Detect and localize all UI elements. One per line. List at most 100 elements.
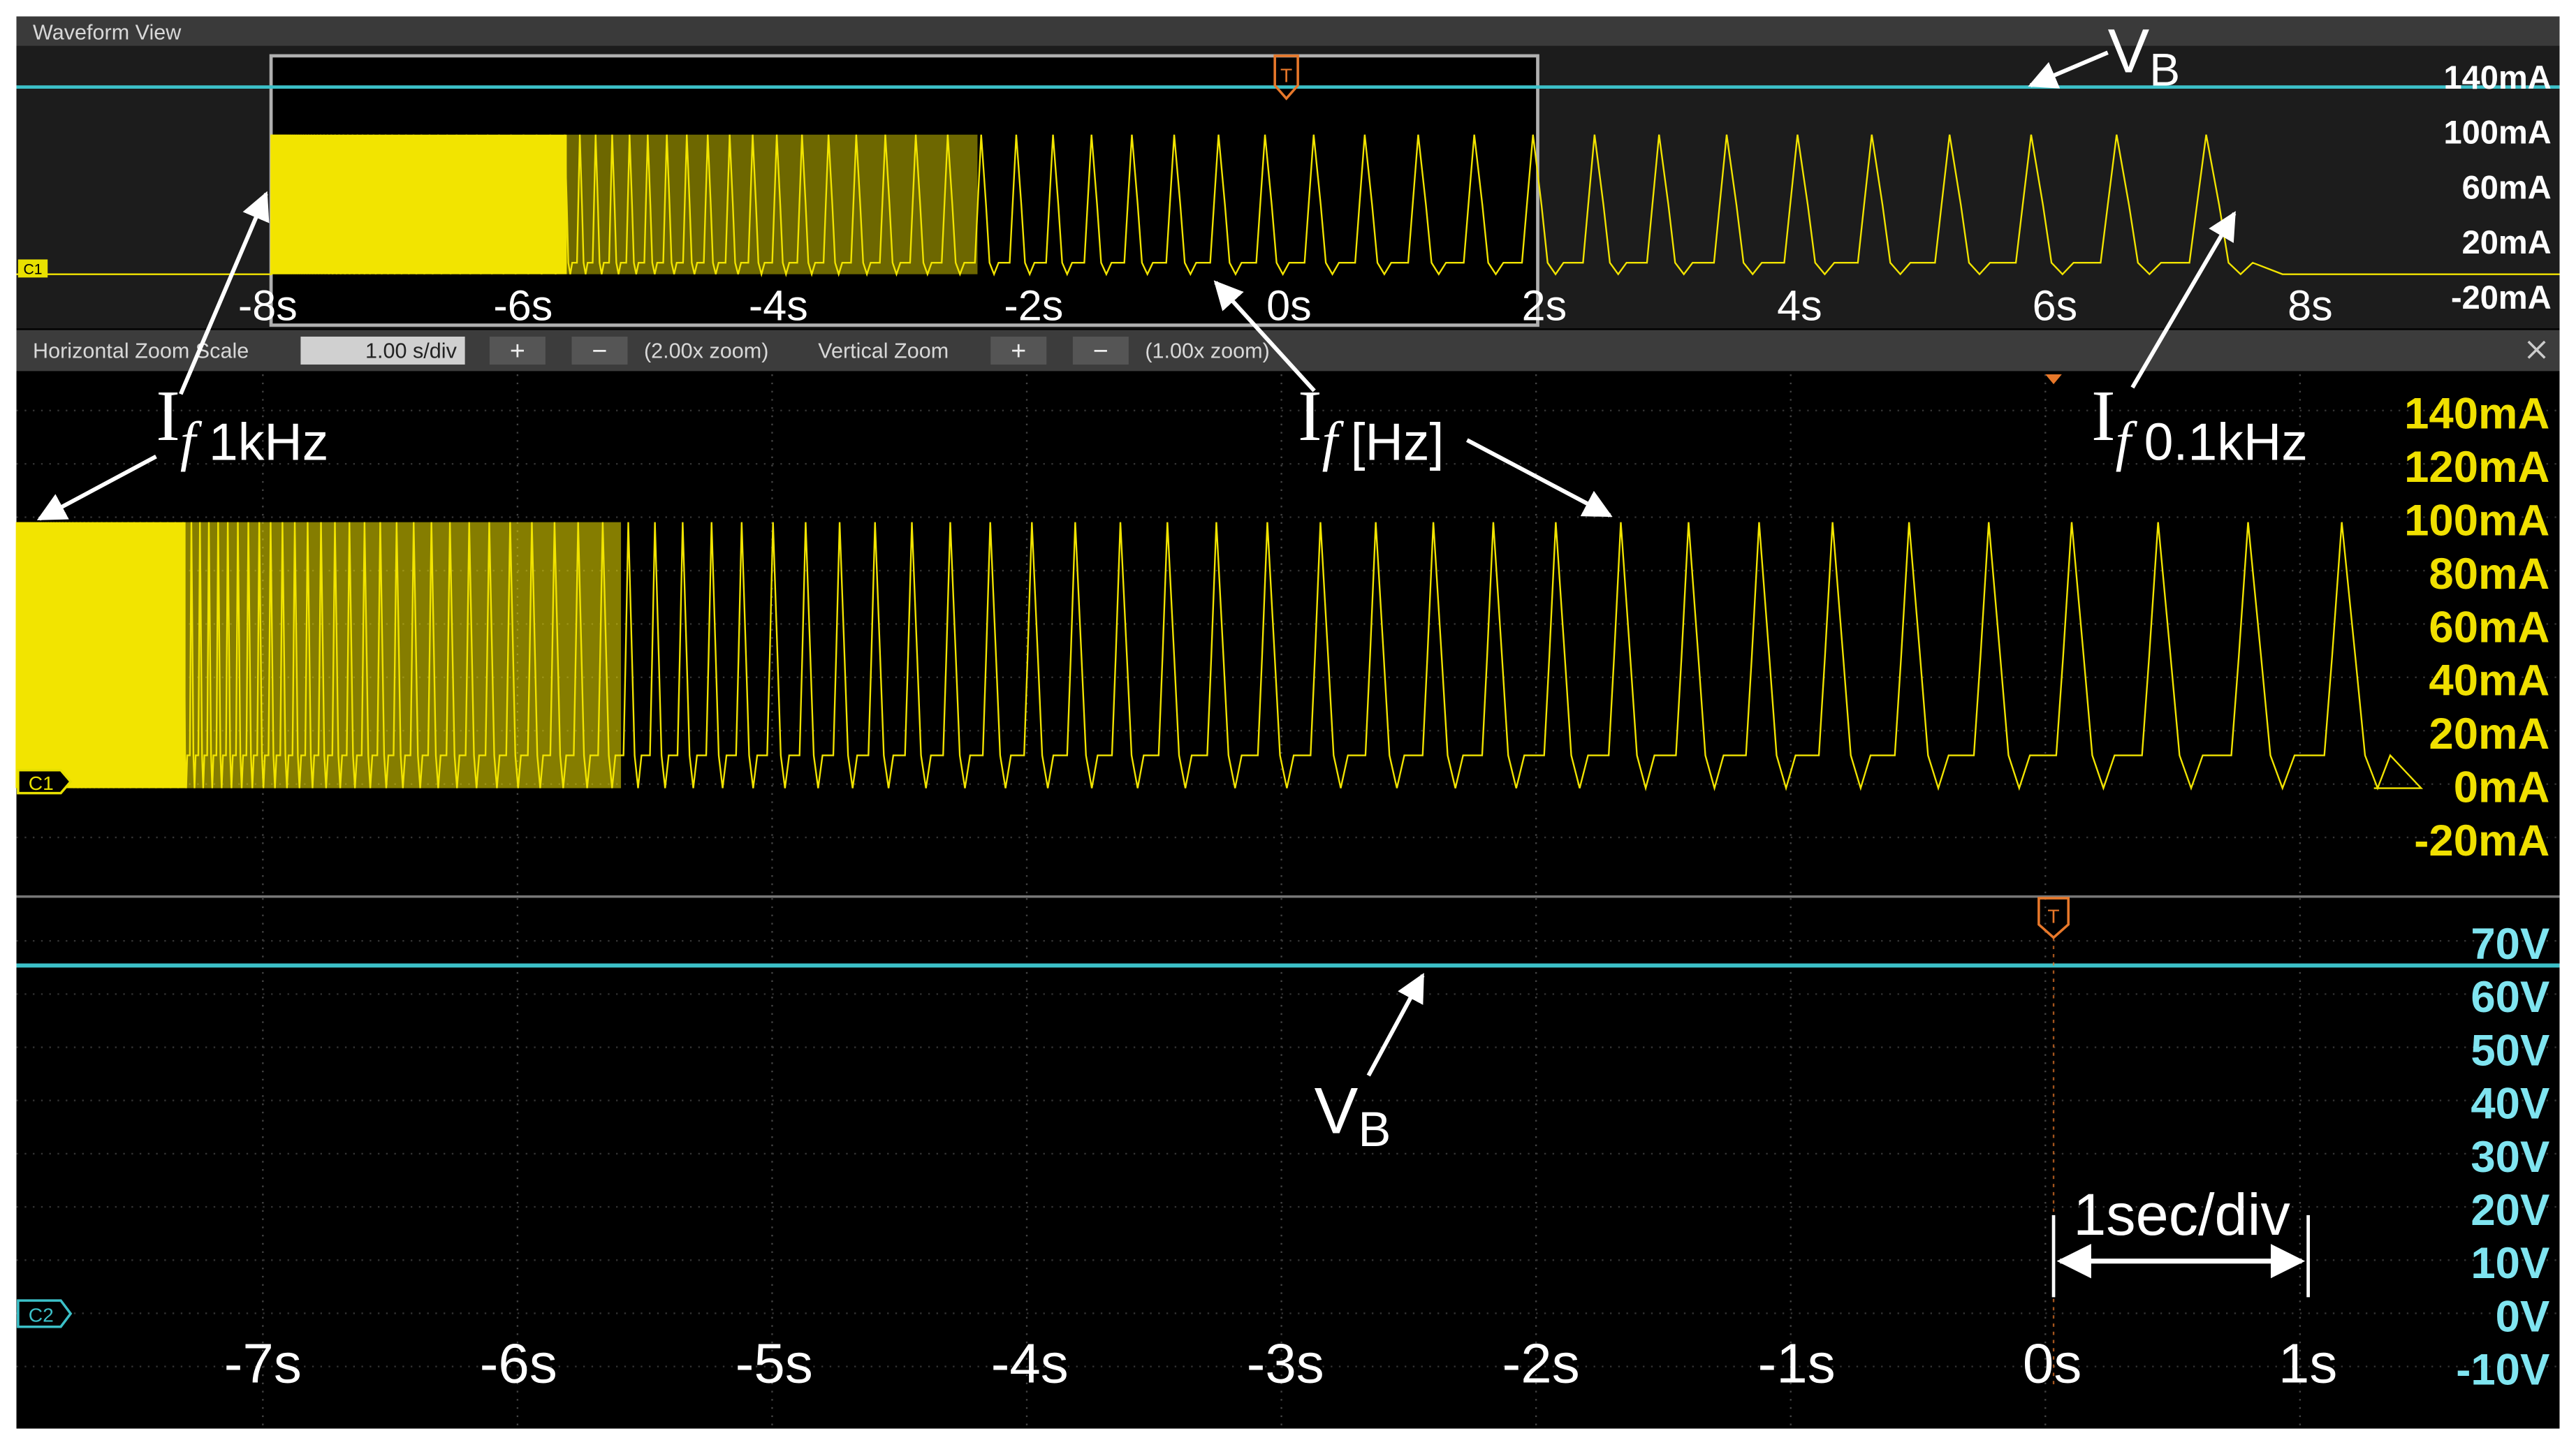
x-label: 0s — [2023, 1333, 2081, 1395]
v-zoom-out-label[interactable]: − — [1093, 336, 1108, 365]
y-label: 10V — [2471, 1239, 2549, 1288]
arrow — [1366, 972, 1425, 1077]
grid — [16, 374, 2560, 1425]
title-bar — [16, 16, 2560, 46]
x-label: -7s — [224, 1333, 302, 1395]
annotation: If [Hz] — [1298, 376, 1444, 472]
y-label: 80mA — [2429, 550, 2549, 599]
close-button[interactable] — [2527, 340, 2546, 359]
y-label: 100mA — [2404, 496, 2549, 545]
y-label: 0V — [2496, 1292, 2550, 1341]
ann-subscript: B — [1358, 1101, 1391, 1157]
channel-badge — [17, 1299, 73, 1328]
y-label: 40mA — [2429, 657, 2549, 705]
arrow — [179, 191, 270, 395]
axis-labels: 140mA 100mA 60mA 20mA -20mA -8s -6s -4s -2s 0s 2s 4… — [224, 59, 2552, 1395]
ann-subscript: B — [2149, 43, 2180, 95]
y-label: 20mA — [2429, 710, 2549, 758]
arrow — [2130, 211, 2237, 389]
h-zoom-label: Horizontal Zoom Scale — [33, 339, 249, 363]
annotation: If 0.1kHz — [2091, 376, 2308, 472]
annotation: VB — [1315, 1073, 1391, 1157]
current-waveform — [15, 522, 2424, 792]
x-label: -2s — [1004, 281, 1063, 329]
waveform-trace — [16, 134, 2560, 278]
ann-symbol: V — [1315, 1073, 1359, 1147]
h-zoom-field[interactable] — [300, 336, 465, 365]
y-label: 20mA — [2462, 223, 2552, 261]
y-label: 40V — [2471, 1080, 2549, 1129]
x-label: 2s — [1522, 281, 1567, 329]
y-label: 60mA — [2462, 168, 2552, 205]
annotation: VB — [2108, 15, 2181, 95]
x-label: 0s — [1266, 281, 1312, 329]
annotations: VB If 1kHz If [Hz] If 0.1kHz VB 1sec/div — [36, 15, 2310, 1298]
x-label: -2s — [1502, 1333, 1580, 1395]
x-label: -6s — [493, 281, 552, 329]
h-zoom-out[interactable] — [571, 336, 628, 365]
arrow — [2028, 50, 2109, 89]
arrow — [1213, 280, 1316, 393]
ann-symbol: I — [2091, 376, 2115, 456]
h-zoom-in[interactable] — [489, 336, 546, 365]
x-label: -8s — [238, 281, 298, 329]
ann-subscript: 1kHz — [209, 412, 328, 471]
y-label: 140mA — [2404, 390, 2549, 439]
y-label: 20V — [2471, 1186, 2549, 1235]
y-label: 70V — [2471, 920, 2549, 969]
arrow — [1465, 438, 1613, 518]
channel-label: C2 — [29, 1304, 54, 1326]
x-label: -1s — [1758, 1333, 1836, 1395]
x-label: -6s — [480, 1333, 557, 1395]
y-label: 100mA — [2443, 114, 2551, 151]
trigger-label: T — [2047, 904, 2059, 927]
x-label: 8s — [2288, 281, 2333, 329]
v-zoom-out[interactable] — [1072, 336, 1129, 365]
ann-subscript: [Hz] — [1351, 412, 1444, 471]
scale-note: 1sec/div — [2073, 1181, 2290, 1247]
x-label: -5s — [736, 1333, 813, 1395]
y-label: -10V — [2456, 1345, 2549, 1394]
x-label: 1s — [2278, 1333, 2337, 1395]
h-zoom-out-label[interactable]: − — [592, 336, 608, 365]
v-zoom-in-label[interactable]: + — [1011, 336, 1026, 365]
channel-label: C1 — [29, 772, 54, 794]
ann-symbol: V — [2108, 15, 2150, 85]
y-label: 60V — [2471, 973, 2549, 1022]
y-label: 30V — [2471, 1133, 2549, 1182]
y-label: -20mA — [2451, 279, 2552, 316]
y-label: -20mA — [2414, 816, 2549, 865]
h-zoom-in-label[interactable]: + — [510, 336, 525, 365]
x-label: 4s — [1777, 281, 1822, 329]
v-zoom-label: Vertical Zoom — [818, 339, 949, 363]
y-label: 0mA — [2454, 763, 2550, 812]
trigger-label: T — [1280, 64, 1292, 87]
ann-symbol: I — [156, 376, 180, 456]
trigger-marker — [1273, 54, 1299, 101]
v-zoom-in[interactable] — [990, 336, 1047, 365]
trigger-marker-voltage — [2037, 897, 2070, 939]
v-zoom-factor: (1.00x zoom) — [1145, 339, 1269, 363]
x-label: -3s — [1247, 1333, 1324, 1395]
arrow — [36, 455, 157, 521]
h-zoom-value[interactable]: 1.00 s/div — [365, 339, 458, 363]
ann-symbol: I — [1298, 376, 1322, 456]
h-zoom-factor: (2.00x zoom) — [644, 339, 768, 363]
ann-subscript: 0.1kHz — [2144, 412, 2308, 471]
x-label: -4s — [991, 1333, 1069, 1395]
channel-badge — [17, 768, 73, 795]
y-label: 140mA — [2443, 59, 2551, 96]
window-title: Waveform View — [33, 20, 182, 44]
channel-badge — [17, 259, 48, 278]
y-label: 50V — [2471, 1026, 2549, 1075]
x-label: -4s — [749, 281, 808, 329]
y-label: 60mA — [2429, 603, 2549, 652]
x-label: 6s — [2033, 281, 2078, 329]
annotation: If 1kHz — [156, 376, 328, 472]
trigger-marker-main — [2045, 374, 2062, 385]
overview-waveform — [16, 134, 2560, 278]
y-label: 120mA — [2404, 443, 2549, 492]
